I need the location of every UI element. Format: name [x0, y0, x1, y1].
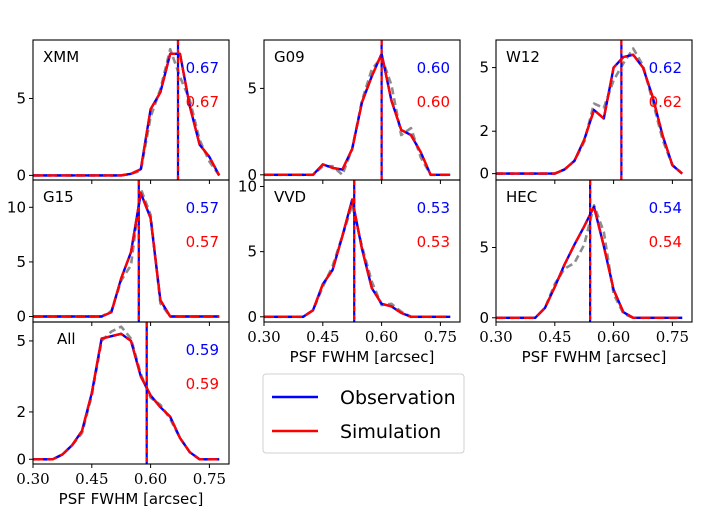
observation-median-value: 0.54	[649, 199, 682, 217]
y-tick-label: 5	[247, 243, 257, 261]
simulation-curve	[33, 332, 220, 461]
panel-hec: 0 5 0.30 0.45 0.60 0.75 PSF FWHM [arcsec] HEC 0.…	[479, 179, 693, 366]
panel-name: VVD	[274, 188, 306, 206]
simulation-median-value: 0.57	[186, 233, 219, 251]
legend-simulation-label: Simulation	[340, 421, 441, 443]
x-tick-label: 0.30	[479, 328, 512, 346]
y-tick-label: 5	[479, 59, 489, 77]
panel-name: All	[57, 330, 76, 348]
observation-median-value: 0.60	[417, 59, 450, 77]
x-axis-label: PSF FWHM [arcsec]	[522, 348, 667, 366]
simulation-median-value: 0.67	[186, 93, 219, 111]
panel-frame	[32, 321, 230, 465]
y-tick-label: 10	[238, 178, 257, 196]
panel-name: W12	[506, 48, 540, 66]
simulation-curve	[264, 198, 451, 318]
panel-g15: 0 5 10 G15 0.57 0.57	[7, 179, 230, 326]
y-tick-label: 0	[16, 308, 26, 326]
x-tick-label: 0.75	[656, 328, 689, 346]
legend: Observation Simulation	[262, 373, 465, 454]
panel-name: G09	[274, 48, 305, 66]
observation-median-value: 0.57	[186, 199, 219, 217]
y-tick-label: 0	[16, 166, 26, 184]
observation-median-value: 0.59	[186, 341, 219, 359]
legend-box	[262, 373, 465, 454]
y-tick-label: 0	[247, 166, 257, 184]
simulation-curve	[264, 52, 451, 177]
simulation-curve	[33, 52, 221, 177]
panel-xmm: 0 5 XMM 0.67 0.67	[16, 39, 230, 184]
x-tick-label: 0.75	[424, 328, 457, 346]
simulation-median-value: 0.60	[417, 93, 450, 111]
x-tick-label: 0.60	[597, 328, 630, 346]
panel-all: 0 2 5 0.30 0.45 0.60 0.75 PSF FWHM [arcsec] All 0…	[16, 321, 230, 508]
y-tick-label: 0	[16, 450, 26, 468]
simulation-median-value: 0.62	[649, 93, 682, 111]
panel-frame	[495, 179, 693, 323]
y-tick-label: 5	[247, 79, 257, 97]
simulation-median-value: 0.54	[649, 233, 682, 251]
simulation-median-value: 0.53	[417, 233, 450, 251]
y-tick-label: 0	[247, 308, 257, 326]
panel-vvd: 0 5 10 0.30 0.45 0.60 0.75 PSF FWHM [arcsec] VVD…	[238, 178, 461, 366]
observation-median-value: 0.62	[649, 59, 682, 77]
x-tick-label: 0.30	[16, 470, 49, 488]
y-tick-label: 2	[479, 122, 489, 140]
y-tick-label: 5	[16, 253, 26, 271]
panel-name: G15	[43, 188, 74, 206]
panel-frame	[263, 179, 461, 323]
y-tick-label: 0	[479, 309, 489, 327]
x-tick-label: 0.45	[306, 328, 339, 346]
x-tick-label: 0.45	[538, 328, 571, 346]
simulation-median-value: 0.59	[186, 375, 219, 393]
x-axis-label: PSF FWHM [arcsec]	[290, 348, 435, 366]
y-tick-label: 2	[16, 403, 26, 421]
y-tick-label: 5	[479, 238, 489, 256]
y-tick-label: 5	[16, 89, 26, 107]
panel-name: HEC	[506, 188, 537, 206]
panel-g09: 0 5 G09 0.60 0.60	[247, 39, 461, 184]
y-tick-label: 5	[16, 332, 26, 350]
simulation-curve	[33, 191, 220, 318]
observation-median-value: 0.67	[186, 59, 219, 77]
x-axis-label: PSF FWHM [arcsec]	[59, 490, 204, 508]
observation-median-value: 0.53	[417, 199, 450, 217]
panel-name: XMM	[43, 48, 79, 66]
x-tick-label: 0.45	[75, 470, 108, 488]
simulation-curve	[496, 53, 683, 175]
x-tick-label: 0.30	[247, 328, 280, 346]
panel-w12: 0 2 5 W12 0.62 0.62	[479, 39, 693, 184]
legend-observation-label: Observation	[340, 387, 456, 409]
observation-curve	[264, 198, 451, 318]
x-tick-label: 0.60	[365, 328, 398, 346]
x-tick-label: 0.60	[134, 470, 167, 488]
x-tick-label: 0.75	[193, 470, 226, 488]
y-tick-label: 10	[7, 198, 26, 216]
y-tick-label: 0	[479, 165, 489, 183]
